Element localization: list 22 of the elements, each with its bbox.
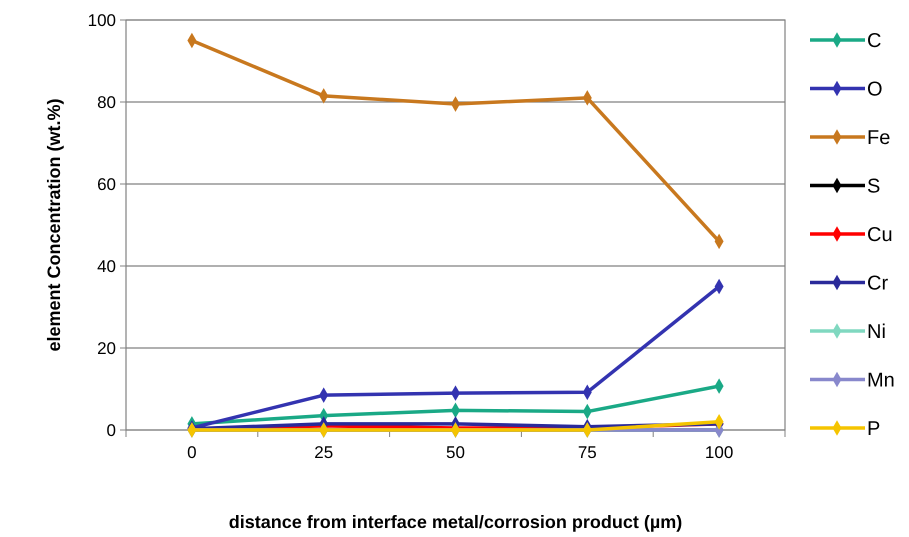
y-axis-title: element Concentration (wt.%) (44, 98, 64, 352)
y-tick-label: 20 (97, 338, 116, 358)
y-tick-label: 40 (97, 256, 116, 276)
y-tick-label: 80 (97, 92, 116, 112)
y-tick-label: 100 (88, 10, 116, 30)
x-tick-label: 75 (578, 443, 597, 462)
x-tick-label: 100 (704, 443, 734, 462)
legend-label: Cr (867, 272, 888, 294)
legend-label: O (867, 78, 883, 100)
legend-label: S (867, 176, 880, 198)
x-axis-title: distance from interface metal/corrosion product (µm) (228, 512, 682, 532)
x-tick-label: 25 (314, 443, 334, 462)
legend-label: P (867, 418, 880, 440)
legend-label: C (867, 30, 882, 52)
legend-label: Mn (867, 370, 895, 392)
y-tick-label: 0 (106, 420, 116, 440)
x-tick-label: 0 (187, 443, 197, 462)
x-tick-label: 50 (446, 443, 465, 462)
legend-label: Ni (867, 321, 886, 343)
y-tick-label: 60 (97, 174, 116, 194)
legend-label: Cu (867, 224, 893, 246)
legend-label: Fe (867, 127, 890, 149)
